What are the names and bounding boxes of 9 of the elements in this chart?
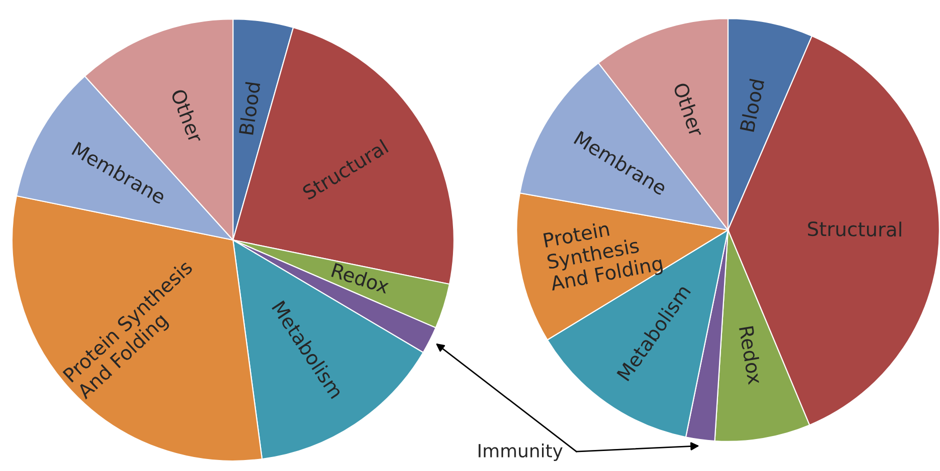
slice-label: Structural <box>808 221 902 237</box>
slice-label: Protein Synthesis And Folding <box>543 221 664 295</box>
slice-label: Other <box>170 88 204 144</box>
slice-label: Blood <box>238 82 260 135</box>
slice-label: Redox <box>738 326 764 385</box>
slice-label: Blood <box>739 78 764 132</box>
text: Immunity <box>478 444 563 461</box>
slice-label: Other <box>672 82 705 138</box>
slice-label: Redox <box>331 262 390 294</box>
